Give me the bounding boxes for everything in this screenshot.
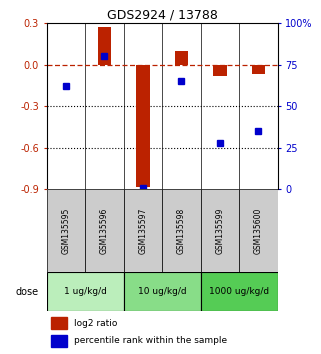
Text: percentile rank within the sample: percentile rank within the sample — [74, 336, 227, 345]
Text: dose: dose — [16, 287, 39, 297]
Bar — [252, 64, 265, 74]
Text: GSM135600: GSM135600 — [254, 208, 263, 254]
Bar — [136, 64, 150, 187]
Text: GSM135596: GSM135596 — [100, 208, 109, 254]
Bar — [239, 189, 278, 273]
Text: 10 ug/kg/d: 10 ug/kg/d — [138, 287, 187, 297]
Text: GSM135599: GSM135599 — [215, 208, 224, 254]
Bar — [201, 273, 278, 312]
Text: GSM135598: GSM135598 — [177, 208, 186, 254]
Bar — [47, 273, 124, 312]
Bar — [201, 189, 239, 273]
Title: GDS2924 / 13788: GDS2924 / 13788 — [107, 9, 218, 22]
Bar — [124, 189, 162, 273]
Bar — [85, 189, 124, 273]
Bar — [124, 273, 201, 312]
Bar — [98, 27, 111, 64]
Text: log2 ratio: log2 ratio — [74, 319, 118, 328]
Bar — [175, 51, 188, 64]
Text: 1000 ug/kg/d: 1000 ug/kg/d — [209, 287, 269, 297]
Bar — [213, 64, 227, 76]
Bar — [51, 335, 67, 347]
Bar — [162, 189, 201, 273]
Text: 1 ug/kg/d: 1 ug/kg/d — [64, 287, 107, 297]
Text: GSM135595: GSM135595 — [61, 208, 70, 254]
Bar — [51, 317, 67, 329]
Text: GSM135597: GSM135597 — [138, 208, 147, 254]
Bar — [47, 189, 85, 273]
